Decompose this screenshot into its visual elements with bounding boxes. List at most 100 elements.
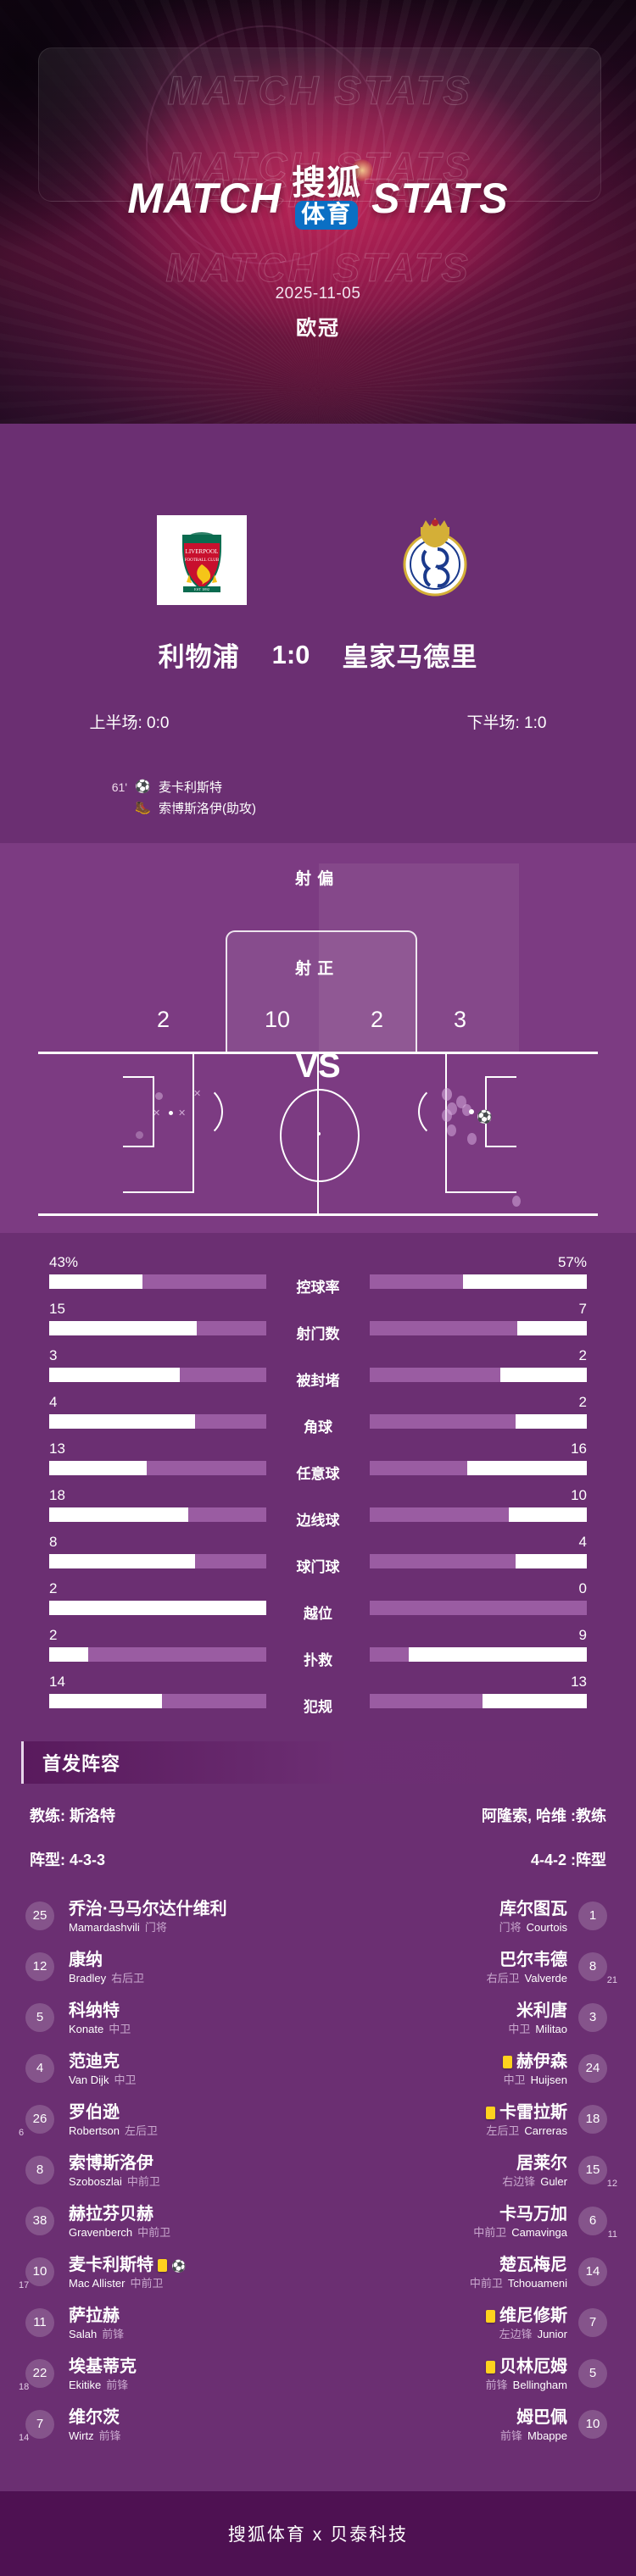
stat-track-away <box>370 1694 587 1708</box>
player-latin-name: Carreras <box>524 2124 567 2138</box>
home-player[interactable]: 25 乔治·马马尔达什维利 Mamardashvili 门将 <box>25 1900 318 1935</box>
player-number-wrap: 1 <box>578 1901 611 1934</box>
stat-track-home <box>49 1461 266 1475</box>
shot-miss-marker: ✕ <box>178 1108 187 1119</box>
event-player: 麦卡利斯特 <box>159 780 223 795</box>
home-player[interactable]: 38 赫拉芬贝赫 Gravenberch 中前卫 <box>25 2205 318 2240</box>
player-name: 科纳特 <box>69 2001 120 2021</box>
home-player[interactable]: 7 14 维尔茨 Wirtz 前锋 <box>19 2408 318 2444</box>
player-name: 乔治·马马尔达什维利 <box>69 1900 227 1919</box>
player-number-wrap: 6 11 <box>578 2206 617 2240</box>
match-meta: 2025-11-05 欧冠 <box>0 285 636 341</box>
player-meta: Bradley 右后卫 <box>69 1971 144 1986</box>
substitution-number: 21 <box>606 1974 617 1985</box>
stat-track-home <box>49 1507 266 1522</box>
stat-fill-home <box>49 1647 89 1662</box>
formations-row: 阵型: 4-3-3 4-4-2 :阵型 <box>30 1848 606 1870</box>
away-player[interactable]: 卡马万加 中前卫 Camavinga 6 11 <box>318 2205 617 2240</box>
away-player[interactable]: 库尔图瓦 门将 Courtois 1 <box>318 1900 611 1935</box>
player-number: 22 <box>25 2358 54 2388</box>
away-player[interactable]: 赫伊森 中卫 Huijsen 24 <box>318 2052 611 2088</box>
stat-away-value: 9 <box>578 1627 587 1643</box>
player-number-wrap: 11 <box>25 2307 58 2340</box>
stat-fill-home <box>49 1368 180 1382</box>
stat-track-home <box>49 1694 266 1708</box>
stat-fill-home <box>49 1507 188 1522</box>
player-number: 7 <box>578 2307 607 2337</box>
player-position: 中前卫 <box>473 2226 507 2240</box>
stat-home-value: 4 <box>49 1394 58 1410</box>
home-team-name: 利物浦 <box>158 642 240 672</box>
player-latin-name: Bradley <box>69 1972 107 1985</box>
crest-row: LIVERPOOL FOOTBALL CLUB EST 1892 <box>0 515 636 1085</box>
stat-away-value: 10 <box>571 1487 587 1503</box>
lineup-section-title: 首发阵容 <box>42 1753 121 1774</box>
player-name: 楚瓦梅尼 <box>499 2256 567 2275</box>
home-player[interactable]: 11 萨拉赫 Salah 前锋 <box>25 2307 318 2342</box>
home-player[interactable]: 8 索博斯洛伊 Szoboszlai 中前卫 <box>25 2154 318 2190</box>
player-position: 中前卫 <box>469 2277 503 2290</box>
yellow-card-icon <box>486 2107 495 2120</box>
shots-on-target-panel <box>226 930 417 1053</box>
player-latin-name: Konate <box>69 2023 104 2036</box>
shot-miss-marker: ✕ <box>193 1089 202 1099</box>
player-name: 贝林厄姆 <box>486 2357 567 2377</box>
player-info: 姆巴佩 前锋 Mbappe <box>500 2408 567 2444</box>
substitution-number: 11 <box>607 2229 617 2240</box>
pitch-penalty-arc-left <box>167 1084 223 1140</box>
player-position: 门将 <box>499 1921 522 1935</box>
home-player[interactable]: 5 科纳特 Konate 中卫 <box>25 2001 318 2037</box>
pitch-diagram: ✕ ✕ ✕ ⚽ <box>0 1052 636 1233</box>
away-player[interactable]: 楚瓦梅尼 中前卫 Tchouameni 14 <box>318 2256 611 2291</box>
home-player[interactable]: 26 6 罗伯逊 Robertson 左后卫 <box>19 2103 318 2139</box>
home-player[interactable]: 12 康纳 Bradley 右后卫 <box>25 1951 318 1986</box>
shot-marker <box>447 1124 456 1136</box>
away-player[interactable]: 贝林厄姆 前锋 Bellingham 5 <box>318 2357 611 2393</box>
player-name: 维尼修斯 <box>486 2307 567 2326</box>
home-player[interactable]: 4 范迪克 Van Dijk 中卫 <box>25 2052 318 2088</box>
stat-track-home <box>49 1601 266 1615</box>
player-number-wrap: 8 <box>25 2155 58 2188</box>
stat-label: 控球率 <box>296 1280 340 1296</box>
away-player[interactable]: 维尼修斯 左边锋 Junior 7 <box>318 2307 611 2342</box>
player-position: 前锋 <box>98 2429 121 2443</box>
player-info: 米利唐 中卫 Militao <box>508 2001 567 2037</box>
player-latin-name: Mamardashvili <box>69 1921 140 1935</box>
player-position: 前锋 <box>102 2328 125 2341</box>
player-position: 前锋 <box>106 2379 129 2392</box>
stat-row: 15 7 射门数 <box>0 1301 636 1347</box>
player-name: 埃基蒂克 <box>69 2357 137 2377</box>
away-player[interactable]: 米利唐 中卫 Militao 3 <box>318 2001 611 2037</box>
player-number: 18 <box>578 2104 607 2134</box>
home-player[interactable]: 10 17 麦卡利斯特 ⚽ Mac Allister 中前卫 <box>19 2256 318 2291</box>
coaches-row: 教练: 斯洛特 阿隆索, 哈维 :教练 <box>30 1804 606 1826</box>
stat-fill-away <box>508 1507 587 1522</box>
stats-bars: 43% 57% 控球率 15 7 射门数 3 2 被封堵 4 2 角球 <box>0 1254 636 1720</box>
stat-track-home <box>49 1647 266 1662</box>
stat-track-home <box>49 1274 266 1289</box>
title-card: MATCH STATS MATCH STATS <box>38 47 601 202</box>
away-player[interactable]: 姆巴佩 前锋 Mbappe 10 <box>318 2408 611 2444</box>
home-player[interactable]: 22 18 埃基蒂克 Ekitike 前锋 <box>19 2357 318 2393</box>
away-shots-off-value: 3 <box>454 1007 467 1032</box>
away-player[interactable]: 居莱尔 右边锋 Guler 15 12 <box>318 2154 617 2190</box>
player-name: 姆巴佩 <box>516 2408 567 2428</box>
vs-label: VS <box>295 1047 341 1085</box>
player-meta: 中前卫 Camavinga <box>473 2225 567 2240</box>
player-info: 乔治·马马尔达什维利 Mamardashvili 门将 <box>69 1900 227 1935</box>
stat-fill-home <box>49 1321 198 1335</box>
player-name: 索博斯洛伊 <box>69 2154 153 2174</box>
player-latin-name: Courtois <box>526 1921 567 1935</box>
player-latin-name: Robertson <box>69 2124 120 2138</box>
player-name: 罗伯逊 <box>69 2103 120 2123</box>
player-position: 中卫 <box>508 2023 531 2036</box>
stat-away-value: 7 <box>578 1301 587 1317</box>
svg-text:FOOTBALL CLUB: FOOTBALL CLUB <box>185 558 220 563</box>
player-name: 赫伊森 <box>503 2052 567 2072</box>
away-player[interactable]: 卡雷拉斯 左后卫 Carreras 18 <box>318 2103 611 2139</box>
away-formation: 4-4-2 :阵型 <box>530 1852 606 1868</box>
away-player[interactable]: 巴尔韦德 右后卫 Valverde 8 21 <box>318 1951 617 1986</box>
pitch-goal-area-left <box>123 1076 154 1147</box>
stat-fill-away <box>499 1368 587 1382</box>
player-position: 右边锋 <box>502 2175 536 2189</box>
